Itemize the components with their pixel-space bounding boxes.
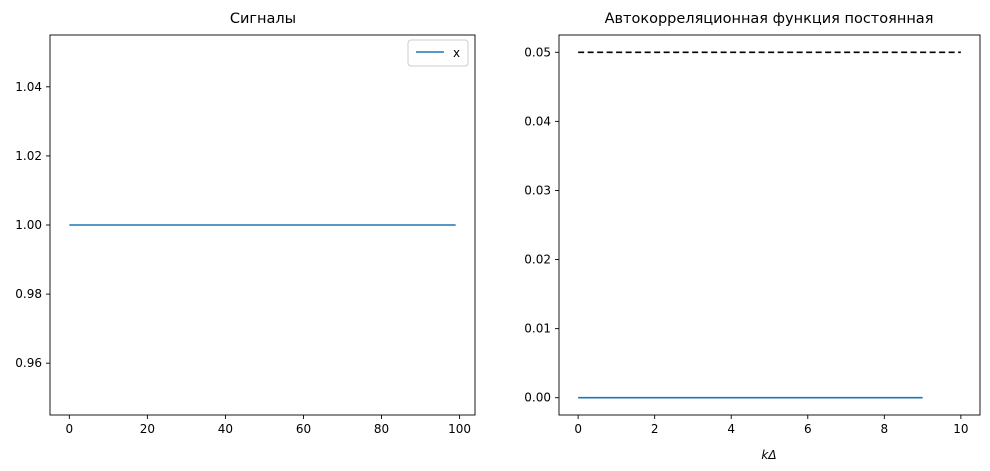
signals-x-tick-label: 0 (65, 422, 73, 436)
signals-y-tick-label: 1.02 (15, 149, 42, 163)
signals-x-ticks: 0 20 40 60 80 100 (65, 415, 471, 436)
autocorrelation-y-tick-label: 0.04 (524, 114, 551, 128)
autocorrelation-x-tick-label: 6 (804, 422, 812, 436)
autocorrelation-chart-title: Автокорреляционная функция постоянная (605, 11, 934, 27)
autocorrelation-y-tick-label: 0.05 (524, 45, 551, 59)
legend-label-x: x (453, 46, 460, 60)
signals-x-tick-label: 100 (448, 422, 471, 436)
autocorrelation-x-tick-label: 10 (953, 422, 968, 436)
autocorrelation-x-label: kΔ (761, 448, 776, 462)
signals-x-tick-label: 20 (140, 422, 155, 436)
autocorrelation-y-tick-label: 0.00 (524, 391, 551, 405)
signals-y-tick-label: 0.98 (15, 287, 42, 301)
autocorrelation-x-tick-label: 2 (651, 422, 659, 436)
signals-y-tick-label: 1.04 (15, 80, 42, 94)
autocorrelation-y-tick-label: 0.03 (524, 183, 551, 197)
autocorrelation-chart: Автокорреляционная функция постоянная 0 2… (524, 11, 981, 462)
signals-chart: Сигналы 0 20 40 60 80 100 0.96 0.98 1.00 1.02 1.0… (15, 11, 476, 436)
autocorrelation-lines (578, 51, 961, 399)
autocorrelation-x-ticks: 0 2 4 6 8 10 (574, 415, 969, 436)
signals-y-tick-label: 0.96 (15, 356, 42, 370)
signals-y-tick-label: 1.00 (15, 218, 42, 232)
signals-plot-frame (49, 34, 476, 416)
signals-y-ticks: 0.96 0.98 1.00 1.02 1.04 (15, 80, 50, 370)
autocorrelation-y-tick-label: 0.01 (524, 322, 551, 336)
signals-x-tick-label: 60 (296, 422, 311, 436)
signals-x-tick-label: 80 (374, 422, 389, 436)
autocorrelation-y-ticks: 0.00 0.01 0.02 0.03 0.04 0.05 (524, 45, 559, 405)
autocorrelation-x-tick-label: 0 (574, 422, 582, 436)
autocorrelation-plot-frame (558, 34, 981, 416)
legend-box (407, 39, 469, 67)
autocorrelation-y-tick-label: 0.02 (524, 253, 551, 267)
signals-x-tick-label: 40 (218, 422, 233, 436)
autocorrelation-x-tick-label: 4 (727, 422, 735, 436)
autocorrelation-x-tick-label: 8 (880, 422, 888, 436)
signals-chart-title: Сигналы (230, 11, 296, 27)
signals-legend: x (407, 39, 469, 67)
